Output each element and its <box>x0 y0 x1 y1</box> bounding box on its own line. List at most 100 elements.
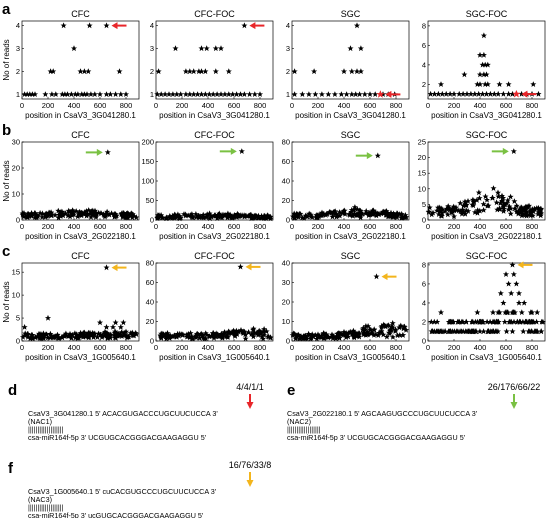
cleavage-arrow <box>111 22 127 30</box>
read-counts: 16/76/33/8 <box>229 460 272 470</box>
x-axis-label: position in CsaV3_2G022180.1 <box>159 232 270 241</box>
alignment-line: csa-miR164f-5p 3' ucGUGCACGGGACGAAGAGGU … <box>28 511 204 518</box>
plot-frame <box>291 141 410 221</box>
x-tick-label: 400 <box>68 101 81 110</box>
y-tick-label: 80 <box>146 259 154 268</box>
cleavage-arrow <box>355 152 373 160</box>
x-tick-label: 800 <box>390 101 403 110</box>
y-tick-label: 30 <box>282 278 290 287</box>
y-tick-label: 5 <box>16 314 20 323</box>
x-tick-label: 600 <box>228 222 241 231</box>
alignment-e: 26/176/66/22 CsaV3_2G022180.1 5' AGCAAGUG… <box>287 382 540 442</box>
x-tick-label: 200 <box>42 343 55 352</box>
y-tick-label: 40 <box>282 259 290 268</box>
y-tick-label: 10 <box>282 317 290 326</box>
x-tick-label: 400 <box>202 222 215 231</box>
plot-title: CFC-FOC <box>194 9 235 19</box>
y-tick-label: 3 <box>286 44 290 53</box>
plot-frame <box>155 141 274 221</box>
x-tick-label: 200 <box>448 101 461 110</box>
plot-frame <box>21 141 140 221</box>
x-tick-label: 400 <box>68 343 81 352</box>
alignment-line: CsaV3_1G005640.1 5' cuCACGUGCCCUGCUUCUCC… <box>28 487 217 496</box>
y-axis-label: No of reads <box>2 39 11 80</box>
y-tick-label: 6 <box>422 279 426 288</box>
alignment-line: csa-miR164f-5p 3' UCGUGCACGGGACGAAGAGGU … <box>28 433 207 442</box>
x-tick-label: 400 <box>338 222 351 231</box>
x-tick-label: 400 <box>474 101 487 110</box>
x-tick-label: 600 <box>500 101 513 110</box>
y-tick-label: 30 <box>12 138 20 147</box>
y-tick-label: 8 <box>422 260 426 269</box>
x-axis-label: position in CsaV3_3G041280.1 <box>295 111 406 120</box>
alignment-line: (NAC1) <box>28 417 52 426</box>
plot-a-cfc: CFC position in CsaV3_3G041280.1 No of rea… <box>2 9 140 120</box>
x-tick-label: 400 <box>474 343 487 352</box>
x-tick-label: 600 <box>94 222 107 231</box>
panel-letter-c: c <box>2 243 10 260</box>
cleavage-arrow <box>219 147 237 155</box>
x-tick-label: 800 <box>120 222 133 231</box>
alignment-line: CsaV3_3G041280.1 5' ACACGUGACCCUGCUUCUCC… <box>28 409 218 418</box>
y-tick-label: 4 <box>286 21 290 30</box>
plot-a-cfc-foc: CFC-FOC position in CsaV3_3G041280.10 200 4… <box>150 9 274 120</box>
alignment-line: (NAC3) <box>28 495 52 504</box>
alignment-line: ||||||||||||||||||| <box>28 425 64 434</box>
x-tick-label: 0 <box>290 343 294 352</box>
y-axis-label: No of reads <box>2 160 11 201</box>
cleavage-arrow <box>245 263 261 271</box>
y-tick-label: 10 <box>12 291 20 300</box>
scatter-plots: CFC position in CsaV3_3G041280.1 No of rea… <box>2 9 546 362</box>
plot-frame <box>155 20 274 100</box>
y-tick-label: 4 <box>150 21 154 30</box>
plot-b-cfc: CFC position in CsaV3_2G022180.1 No of rea… <box>2 130 140 241</box>
plot-a-sgc-foc: SGC-FOC position in CsaV3_3G041280.10 200 4… <box>422 9 546 120</box>
y-tick-label: 0 <box>150 216 154 225</box>
plot-title: SGC-FOC <box>466 251 508 261</box>
y-tick-label: 0 <box>286 337 290 346</box>
y-tick-label: 60 <box>146 278 154 287</box>
y-tick-label: 200 <box>141 138 154 147</box>
read-counts: 26/176/66/22 <box>488 382 541 392</box>
x-tick-label: 0 <box>154 101 158 110</box>
x-axis-label: position in CsaV3_3G041280.1 <box>431 111 542 120</box>
plot-title: SGC-FOC <box>466 130 508 140</box>
x-tick-label: 200 <box>176 343 189 352</box>
plot-frame <box>21 262 140 342</box>
x-axis-label: position in CsaV3_1G005640.1 <box>25 353 136 362</box>
alignment-f: 16/76/33/8 CsaV3_1G005640.1 5' cuCACGUGCC… <box>28 460 271 518</box>
x-tick-label: 800 <box>526 101 539 110</box>
x-tick-label: 800 <box>120 101 133 110</box>
panel-letter-e: e <box>287 382 295 399</box>
x-tick-label: 0 <box>290 222 294 231</box>
read-counts: 4/4/1/1 <box>236 382 264 392</box>
x-tick-label: 200 <box>448 343 461 352</box>
cleavage-arrow <box>491 147 509 155</box>
y-tick-label: 1 <box>286 90 290 99</box>
y-tick-label: 0 <box>16 216 20 225</box>
x-tick-label: 200 <box>312 222 325 231</box>
x-tick-label: 0 <box>20 222 24 231</box>
cleavage-arrow <box>385 90 401 98</box>
y-tick-label: 80 <box>282 138 290 147</box>
plot-title: CFC <box>71 130 90 140</box>
x-tick-label: 400 <box>202 101 215 110</box>
cleavage-arrow-head <box>246 402 254 409</box>
y-tick-label: 40 <box>146 298 154 307</box>
y-tick-label: 2 <box>286 67 290 76</box>
x-tick-label: 400 <box>338 343 351 352</box>
x-tick-label: 800 <box>254 101 267 110</box>
y-tick-label: 2 <box>150 67 154 76</box>
plot-title: SGC <box>341 130 361 140</box>
plot-frame <box>21 20 140 100</box>
x-tick-label: 0 <box>20 101 24 110</box>
alignment-line: (NAC2) <box>287 417 311 426</box>
alignment-d: 4/4/1/1 CsaV3_3G041280.1 5' ACACGUGACCCUG… <box>28 382 264 442</box>
y-tick-label: 40 <box>282 177 290 186</box>
x-tick-label: 600 <box>94 101 107 110</box>
x-tick-label: 0 <box>426 222 430 231</box>
x-tick-label: 800 <box>390 222 403 231</box>
